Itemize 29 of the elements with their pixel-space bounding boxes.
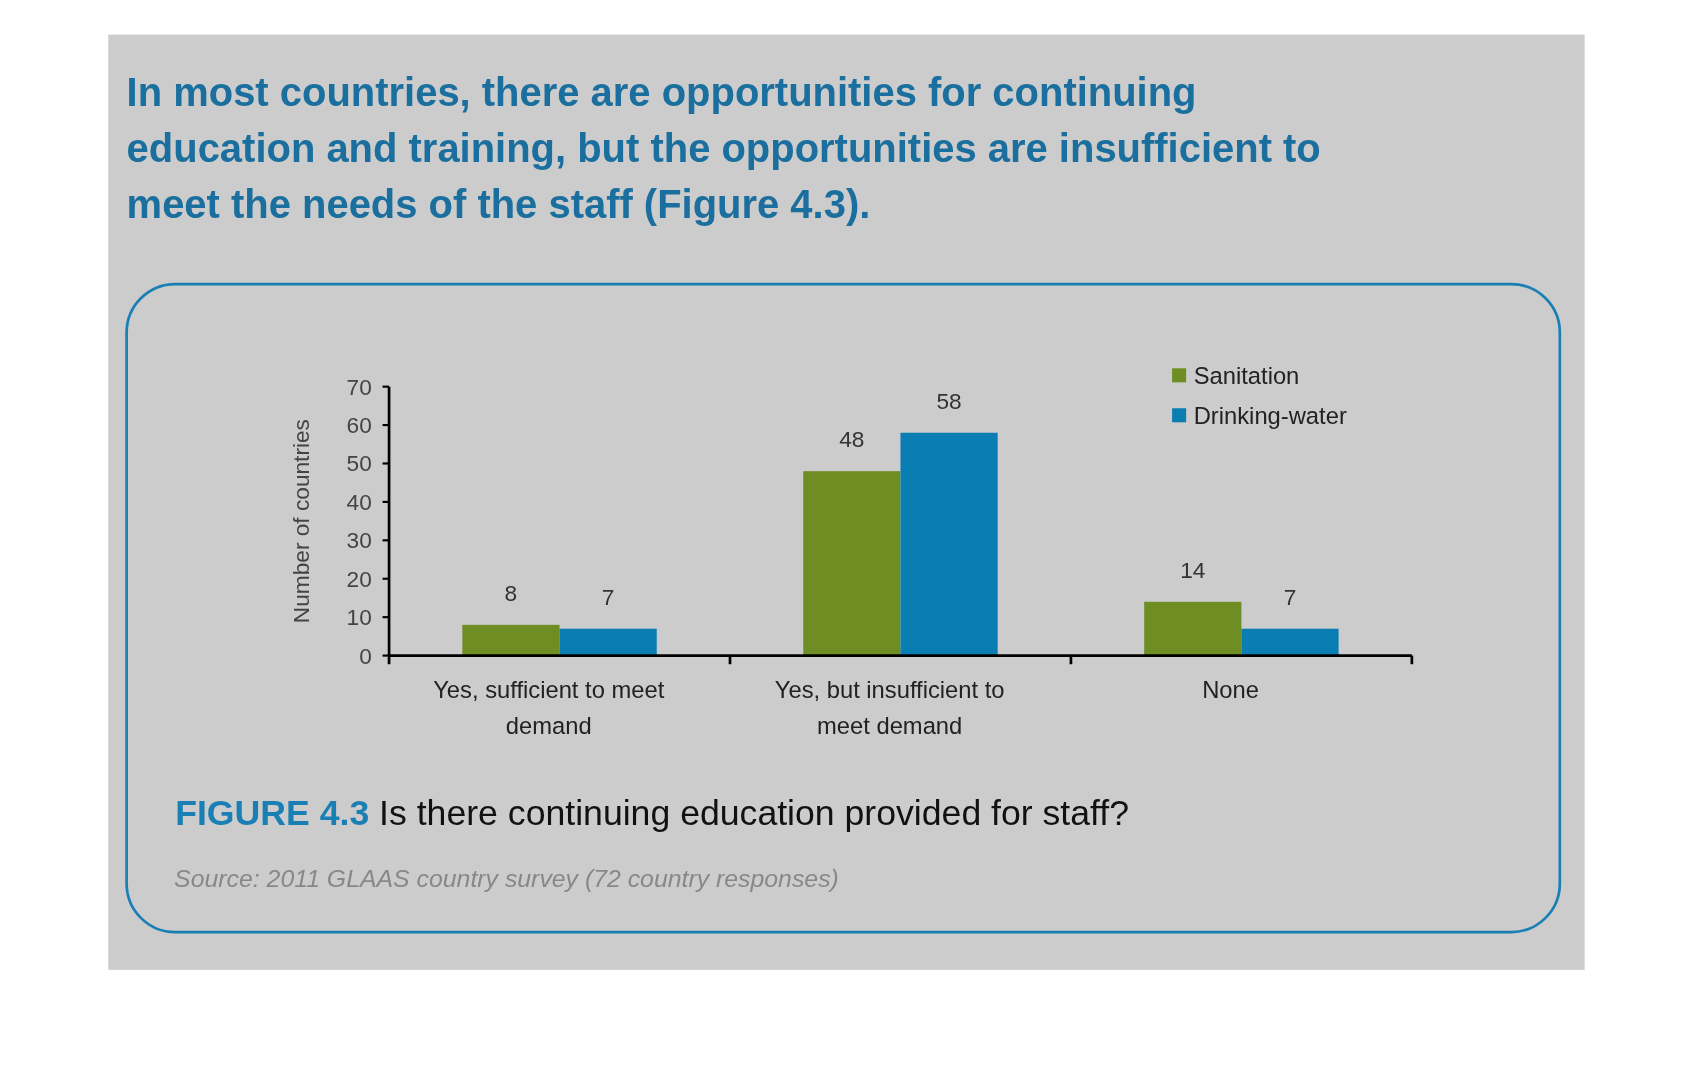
y-tick-label: 50 [346, 450, 372, 477]
y-axis-title: Number of countries [288, 419, 315, 624]
source-note: Source: 2011 GLAAS country survey (72 country responses) [174, 864, 839, 892]
bar [1144, 601, 1242, 656]
text: FIGURE 4.3 Is there continuing education provided for staff? [175, 793, 1130, 834]
y-tick-label: 60 [346, 412, 372, 439]
data-label: 14 [1180, 557, 1206, 584]
bar [1241, 628, 1339, 656]
y-tick-label: 20 [346, 565, 372, 592]
bar [559, 628, 657, 656]
legend-label: Drinking-water [1193, 402, 1347, 430]
legend-label: Sanitation [1193, 362, 1300, 390]
bar [900, 432, 998, 656]
x-tick-label: None [1202, 675, 1259, 703]
bar [803, 471, 901, 656]
y-tick-label: 70 [346, 373, 372, 400]
data-label: 7 [601, 583, 615, 610]
data-label: 7 [1283, 583, 1297, 610]
y-tick-label: 30 [346, 527, 372, 554]
data-label: 58 [936, 388, 962, 414]
x-tick-label: Yes, sufficient to meet demand [433, 675, 665, 740]
y-tick-label: 0 [359, 642, 372, 669]
y-tick-label: 10 [346, 604, 372, 631]
y-tick-label: 40 [346, 488, 372, 515]
x-tick-label: Yes, but insufficient to meet demand [774, 675, 1005, 740]
chart-title: In most countries, there are opportunities for continuing education and training, but the opportunities are insufficient to meet the needs of the staff (Figure 4.3). [126, 69, 1321, 227]
bar [462, 624, 560, 656]
data-label: 8 [504, 580, 518, 607]
data-label: 48 [839, 426, 865, 453]
